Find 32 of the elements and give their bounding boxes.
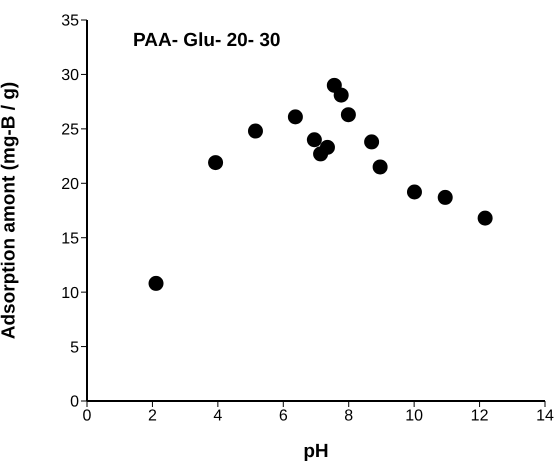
x-tick-label: 6 xyxy=(278,407,288,424)
point xyxy=(406,184,422,200)
y-tick-label: 5 xyxy=(70,339,80,356)
point xyxy=(208,155,224,170)
x-tick-label: 0 xyxy=(82,407,92,424)
x-tick-label: 2 xyxy=(148,407,157,424)
text: PAA- Glu- 20- 30 xyxy=(133,30,280,52)
point xyxy=(334,88,349,103)
y-tick-label: 0 xyxy=(70,394,80,411)
point xyxy=(320,140,335,155)
y-axis-title: Adsorption amont (mg-B / g) xyxy=(0,82,20,340)
y-tick-label: 20 xyxy=(61,176,80,193)
y-tick-label: 30 xyxy=(61,67,80,84)
point xyxy=(306,132,322,148)
point xyxy=(248,124,263,139)
point xyxy=(478,210,493,226)
x-axis-title: pH xyxy=(303,441,329,462)
y-tick-label: 35 xyxy=(61,12,80,30)
point xyxy=(364,134,380,150)
x-tick-label: 4 xyxy=(213,407,222,424)
point xyxy=(372,159,388,174)
point xyxy=(438,190,453,205)
point xyxy=(288,109,303,124)
y-tick-label: 25 xyxy=(61,122,80,139)
x-tick-label: 8 xyxy=(344,407,354,424)
x-tick-label: 14 xyxy=(536,407,554,424)
x-tick-label: 12 xyxy=(470,407,489,424)
x-tick-label: 10 xyxy=(405,407,424,424)
y-tick-label: 15 xyxy=(61,230,80,248)
point xyxy=(148,276,164,291)
y-tick-label: 10 xyxy=(61,284,80,302)
point xyxy=(340,107,356,122)
